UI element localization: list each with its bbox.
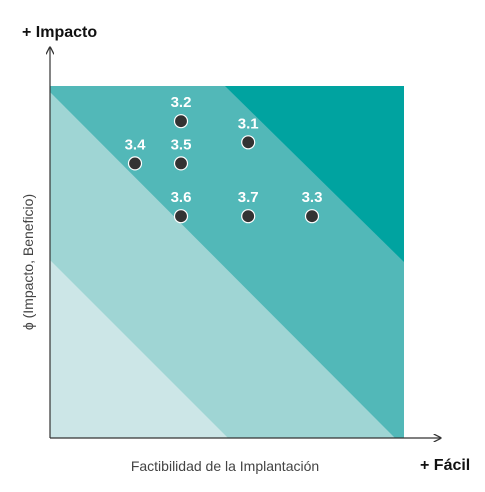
data-point-3-7 [241, 209, 256, 224]
y-axis-title: ϕ (Impacto, Beneficio) [20, 194, 36, 330]
data-label-3-4: 3.4 [125, 136, 147, 153]
data-point-3-1 [241, 135, 256, 150]
data-point-3-4 [127, 156, 143, 171]
data-point-3-5 [173, 156, 189, 171]
y-end-label: + Impacto [22, 24, 97, 41]
data-label-3-2: 3.2 [171, 94, 192, 111]
data-point-3-3 [304, 209, 320, 224]
zone-darkest [225, 86, 404, 262]
data-point-3-6 [173, 209, 189, 224]
data-point-3-2 [173, 114, 189, 129]
x-end-label: + Fácil [420, 457, 470, 474]
data-points: 3.2 3.1 3.4 3.5 3.6 3.7 3.3 [125, 94, 323, 224]
data-label-3-5: 3.5 [171, 136, 192, 153]
data-label-3-1: 3.1 [238, 115, 259, 132]
x-axis-title: Factibilidad de la Implantación [131, 458, 319, 474]
data-label-3-7: 3.7 [238, 189, 259, 206]
data-label-3-3: 3.3 [302, 189, 323, 206]
data-label-3-6: 3.6 [171, 189, 192, 206]
zones [50, 86, 404, 438]
